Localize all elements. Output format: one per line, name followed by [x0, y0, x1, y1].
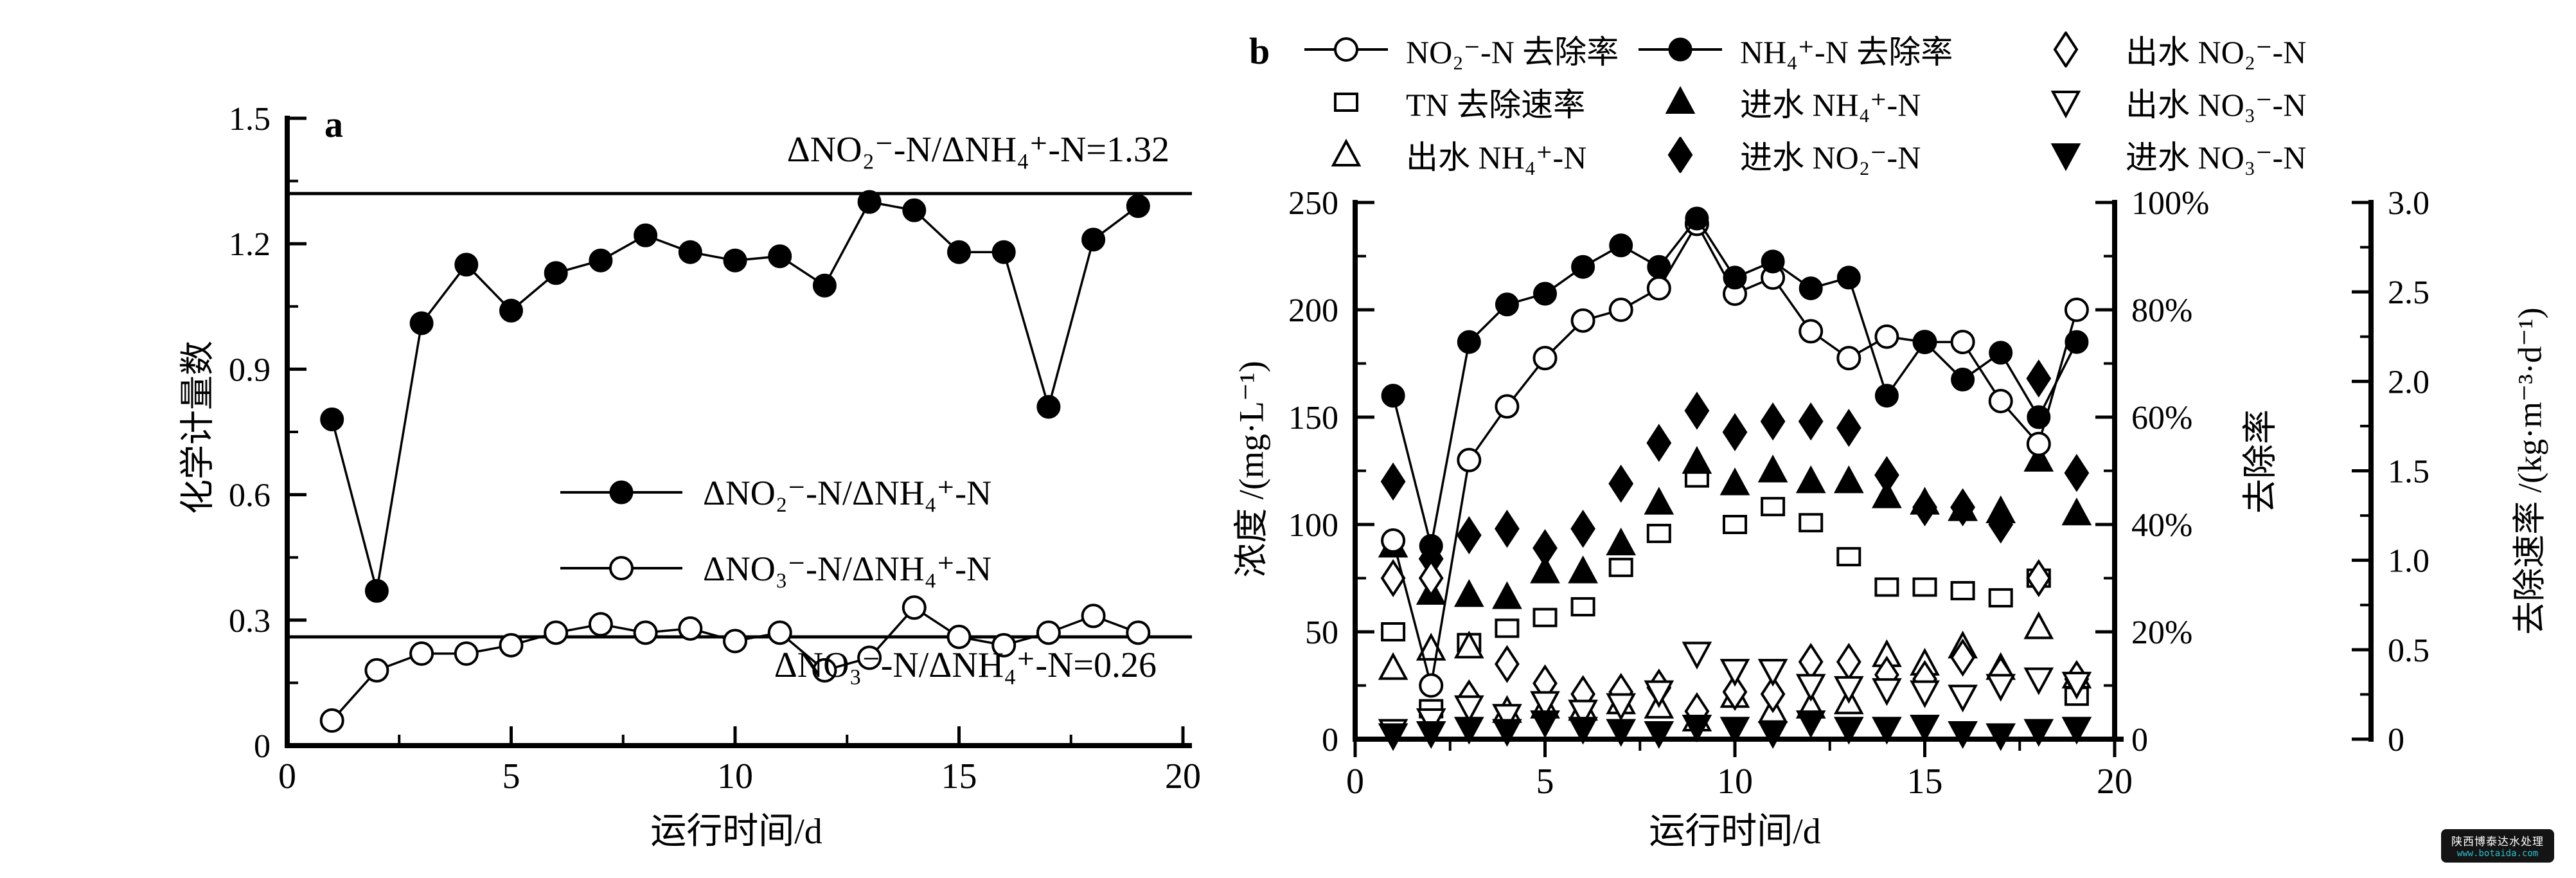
legend-item: NO₂⁻-N 去除率 [1298, 23, 1632, 76]
legend-label: NO₂⁻-N 去除率 [1406, 34, 1619, 70]
svg-text:20: 20 [1165, 757, 1201, 796]
legend-item: 出水 NO₃⁻-N [2018, 76, 2326, 129]
panel-a-y-axis-title: 化学计量数 [178, 341, 217, 514]
legend-label: 进水 NO₂⁻-N [1740, 139, 1921, 175]
panel-a-letter: a [324, 103, 343, 145]
svg-text:15: 15 [941, 757, 977, 796]
legend-item: 进水 NO₃⁻-N [2018, 129, 2326, 181]
svg-text:0: 0 [278, 757, 296, 796]
svg-text:80%: 80% [2131, 292, 2192, 329]
svg-text:15: 15 [1907, 762, 1943, 802]
legend-label: TN 去除速率 [1406, 87, 1586, 123]
svg-text:5: 5 [1536, 762, 1554, 802]
watermark: 陕西博泰达水处理 www.botaida.com [2441, 829, 2554, 863]
legend-label: 进水 NH₄⁺-N [1740, 87, 1921, 123]
svg-text:1.0: 1.0 [2388, 543, 2429, 580]
svg-text:100: 100 [1288, 507, 1338, 544]
svg-text:1.5: 1.5 [229, 101, 271, 138]
panel-a-x-axis-title: 运行时间/d [650, 812, 822, 852]
svg-text:250: 250 [1288, 185, 1338, 222]
svg-text:1.2: 1.2 [229, 226, 271, 263]
svg-text:1.5: 1.5 [2388, 454, 2429, 490]
svg-text:0: 0 [2131, 722, 2148, 758]
legend-marker-open-diamond [2053, 31, 2079, 67]
legend-item: 出水 NO₂⁻-N [2018, 23, 2326, 76]
panel-b-left-axis-title: 浓度 /(mg·L⁻¹) [1232, 361, 1271, 578]
legend-marker-filled-circle-line [1639, 37, 1722, 62]
svg-text:0: 0 [254, 728, 271, 765]
svg-text:10: 10 [1717, 762, 1753, 802]
panel-b-right-axis-title: 去除率 [2241, 409, 2280, 514]
svg-text:5: 5 [502, 757, 520, 796]
svg-text:0.6: 0.6 [229, 478, 271, 514]
panel-b-legend: NO₂⁻-N 去除率 NH₄⁺-N 去除率 出水 NO₂⁻-N TN 去除速率 … [1298, 23, 2326, 181]
legend-marker-open-triangle-down [2050, 91, 2081, 119]
legend-label: ΔNO₃⁻-N/ΔNH₄⁺-N [703, 549, 992, 588]
svg-text:100%: 100% [2131, 185, 2209, 222]
svg-text:10: 10 [717, 757, 753, 796]
panel-b-x-axis-title: 运行时间/d [1649, 812, 1821, 852]
legend-label: 出水 NO₂⁻-N [2126, 34, 2307, 70]
svg-text:0.3: 0.3 [229, 603, 271, 640]
svg-text:0: 0 [2388, 722, 2404, 758]
legend-item: ΔNO₂⁻-N/ΔNH₄⁺-N [554, 473, 992, 512]
svg-text:2.5: 2.5 [2388, 274, 2429, 311]
legend-marker-filled-triangle-up [1665, 85, 1696, 114]
svg-text:0: 0 [1346, 762, 1364, 802]
panel-b-letter: b [1249, 30, 1270, 72]
watermark-url[interactable]: www.botaida.com [2456, 848, 2539, 859]
svg-text:40%: 40% [2131, 507, 2192, 544]
panel-b-far-right-axis-title: 去除速率 /(kg·m⁻³·d⁻¹) [2512, 307, 2549, 635]
svg-text:60%: 60% [2131, 400, 2192, 436]
legend-marker-filled-diamond [1667, 137, 1693, 173]
legend-label: 进水 NO₃⁻-N [2126, 139, 2307, 175]
legend-marker-filled-triangle-down [2050, 143, 2081, 172]
svg-text:3.0: 3.0 [2388, 185, 2429, 222]
svg-text:0: 0 [1322, 722, 1338, 758]
panel-a-annotation-bottom: ΔNO₃⁻-N/ΔNH₄⁺-N=0.26 [774, 645, 1157, 685]
legend-marker-open-circle-line [560, 556, 682, 580]
legend-label: 出水 NH₄⁺-N [1406, 139, 1587, 175]
panel-a-annotation-top: ΔNO₂⁻-N/ΔNH₄⁺-N=1.32 [786, 130, 1169, 170]
svg-text:20: 20 [2097, 762, 2133, 802]
legend-label: 出水 NO₃⁻-N [2126, 87, 2307, 123]
svg-text:0.5: 0.5 [2388, 632, 2429, 669]
legend-item: NH₄⁺-N 去除率 [1632, 23, 2018, 76]
legend-label: ΔNO₂⁻-N/ΔNH₄⁺-N [703, 473, 992, 512]
legend-marker-open-circle-line [1304, 37, 1388, 62]
svg-text:2.0: 2.0 [2388, 364, 2429, 400]
legend-marker-open-square [1334, 93, 1358, 112]
svg-text:0.9: 0.9 [229, 352, 271, 388]
legend-marker-open-triangle-up [1331, 138, 1362, 166]
svg-text:50: 50 [1305, 614, 1338, 651]
svg-text:20%: 20% [2131, 614, 2192, 651]
legend-item: 出水 NH₄⁺-N [1298, 129, 1632, 181]
legend-item: TN 去除速率 [1298, 76, 1632, 129]
legend-label: NH₄⁺-N 去除率 [1740, 34, 1953, 70]
legend-item: ΔNO₃⁻-N/ΔNH₄⁺-N [554, 549, 992, 588]
svg-text:200: 200 [1288, 292, 1338, 329]
watermark-title: 陕西博泰达水处理 [2451, 836, 2544, 848]
legend-item: 进水 NO₂⁻-N [1632, 129, 2018, 181]
svg-text:150: 150 [1288, 400, 1338, 436]
legend-marker-filled-circle-line [560, 480, 682, 505]
legend-item: 进水 NH₄⁺-N [1632, 76, 2018, 129]
